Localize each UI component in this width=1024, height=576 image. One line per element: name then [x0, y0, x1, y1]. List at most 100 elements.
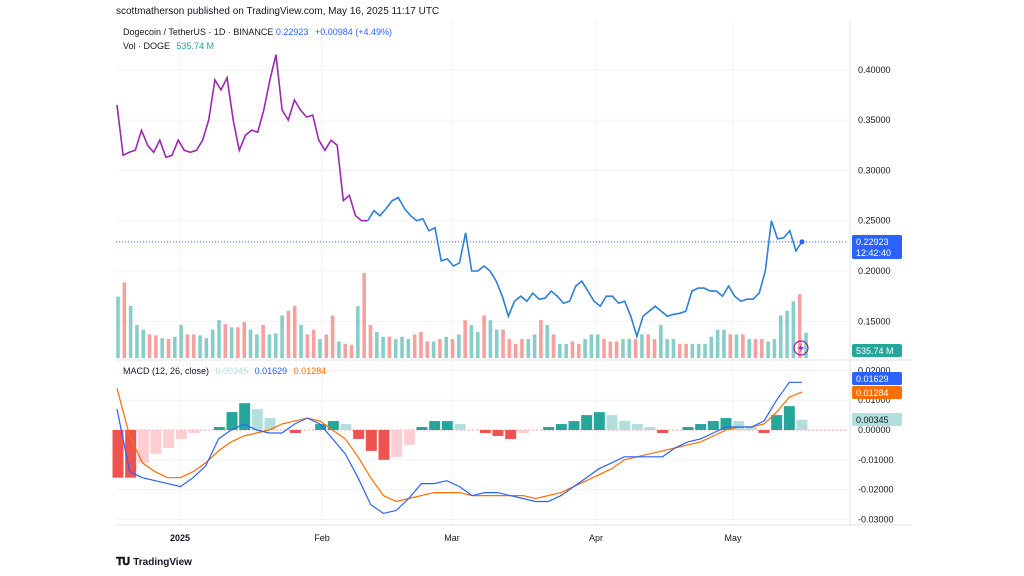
tradingview-brand: TradingView	[133, 557, 192, 568]
macd-hist-bar	[226, 412, 238, 430]
macd-hist-bar	[163, 430, 175, 448]
time-axis-label: Mar	[444, 533, 460, 543]
volume-bar	[570, 341, 575, 358]
macd-hist-bar	[479, 430, 491, 433]
macd-legend[interactable]: MACD (12, 26, close) 0.00345 0.01629 0.0…	[123, 366, 326, 376]
volume-bar	[457, 334, 461, 358]
macd-hist-bar	[391, 430, 403, 457]
lightning-icon	[793, 340, 809, 356]
volume-bar	[595, 334, 600, 358]
macd-hist-bar	[720, 418, 732, 430]
volume-bar	[135, 324, 139, 358]
macd-hist-bar	[796, 419, 808, 430]
price-series	[116, 54, 848, 340]
volume-bar	[659, 324, 663, 358]
hist-tag-text: 0.00345	[856, 415, 889, 425]
volume-bar	[154, 335, 158, 358]
macd-hist-bar	[239, 403, 251, 430]
volume-bar	[602, 339, 606, 358]
volume-bar	[589, 334, 594, 358]
signal-tag-bg	[852, 386, 902, 399]
volume-legend[interactable]: Vol · DOGE 535.74 M	[123, 41, 214, 51]
volume-bar	[204, 338, 209, 358]
macd-hist-bar	[619, 421, 631, 430]
macd-hist-bar	[631, 424, 643, 430]
volume-bar	[210, 329, 215, 358]
volume-bar	[179, 324, 183, 358]
volume-bar	[450, 339, 455, 358]
macd-signal-value: 0.01284	[293, 366, 327, 376]
volume-bar	[255, 334, 259, 358]
volume-bar	[551, 334, 556, 358]
price-line-early	[116, 54, 368, 222]
hist-tag-bg	[852, 413, 902, 426]
signal-line	[116, 388, 803, 503]
volume-bar	[236, 327, 240, 358]
volume-bar	[671, 339, 676, 358]
macd-hist-bar	[353, 430, 365, 439]
chart-frame	[112, 0, 912, 576]
volume-bar	[804, 332, 808, 358]
volume-bar	[185, 334, 190, 358]
volume-bar	[217, 320, 221, 358]
volume-bar	[166, 339, 171, 358]
volume-bar	[728, 334, 733, 358]
macd-hist-bar	[112, 430, 124, 478]
macd-hist-bar	[758, 430, 770, 433]
volume-bar	[640, 334, 644, 358]
volume-bar	[684, 343, 688, 358]
symbol-name[interactable]: Dogecoin / TetherUS · 1D · BINANCE	[123, 27, 274, 37]
macd-hist-bar	[125, 430, 137, 478]
signal-tag-text: 0.01284	[856, 388, 889, 398]
macd-hist-bar	[682, 427, 694, 430]
volume-bar	[286, 310, 291, 358]
volume-bar	[772, 339, 777, 358]
grid-lines	[116, 20, 912, 526]
price-line-late	[367, 196, 803, 340]
volume-bar	[722, 329, 726, 358]
macd-hist-bar	[745, 427, 757, 430]
volume-bar	[261, 324, 265, 358]
macd-axis-label: 0.00000	[858, 425, 891, 435]
volume-bar	[305, 334, 310, 358]
volume-bar	[242, 322, 247, 358]
macd-axis-label: -0.02000	[858, 485, 894, 495]
macd-hist-bar	[606, 415, 618, 430]
macd-hist-bar	[707, 421, 719, 430]
volume-bar	[400, 336, 404, 358]
macd-hist-bar	[150, 430, 162, 454]
volume-bar	[141, 329, 146, 358]
volume-bar	[116, 296, 120, 358]
volume-bar	[526, 339, 531, 358]
macd-hist-bar	[137, 430, 149, 463]
price-axis-label: 0.35000	[858, 115, 891, 125]
volume-bar	[469, 324, 474, 358]
macd-hist-bar	[441, 421, 453, 430]
macd-hist-bar	[581, 415, 593, 430]
volume-bar	[494, 329, 499, 358]
tradingview-logo[interactable]: 𝐓𝐔 TradingView	[116, 556, 192, 569]
volume-bar	[311, 329, 316, 358]
macd-hist-bar	[315, 424, 327, 430]
legend-price: 0.22923	[275, 27, 309, 37]
volume-bar	[703, 343, 707, 358]
volume-bar	[248, 329, 253, 358]
volume-bars	[116, 273, 808, 358]
lightning-bolt	[798, 343, 804, 353]
volume-bar	[797, 294, 802, 358]
volume-bar	[267, 334, 272, 358]
volume-bar	[778, 315, 783, 358]
volume-bar	[501, 329, 505, 358]
macd-hist-bar	[783, 406, 795, 430]
time-axis-label: 2025	[170, 533, 190, 543]
macd-axis-label: 0.02000	[858, 365, 891, 375]
volume-bar	[785, 310, 789, 358]
volume-bar	[343, 343, 348, 358]
symbol-legend[interactable]: Dogecoin / TetherUS · 1D · BINANCE 0.229…	[123, 27, 392, 37]
volume-bar	[627, 339, 632, 358]
volume-label: Vol · DOGE	[123, 41, 171, 51]
macd-hist-bar	[251, 409, 263, 430]
volume-bar	[747, 339, 751, 358]
macd-hist-bar	[695, 424, 707, 430]
